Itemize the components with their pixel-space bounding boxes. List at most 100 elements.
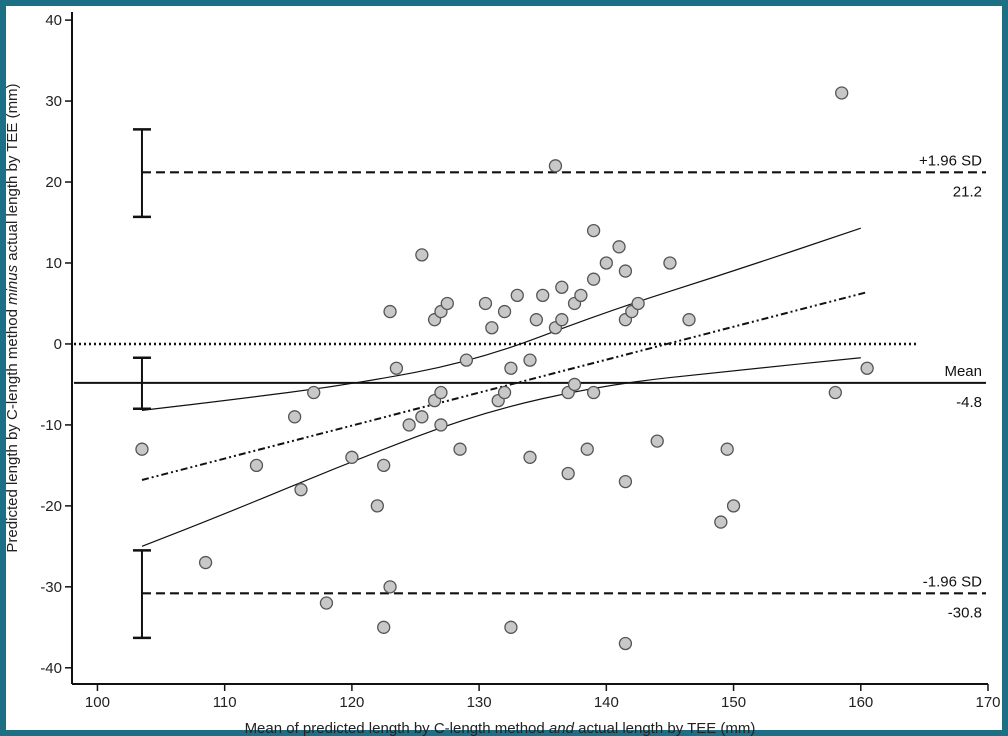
y-tick-label: -10	[40, 417, 62, 434]
x-tick-label: 120	[339, 694, 364, 711]
data-point	[580, 442, 594, 456]
data-point	[835, 86, 849, 100]
data-point	[453, 442, 467, 456]
data-point	[485, 321, 499, 335]
y-axis-title: Predicted length by C-length method minu…	[4, 83, 21, 552]
reference-labels: +1.96 SD 21.2 Mean -4.8 -1.96 SD -30.8	[919, 152, 982, 621]
x-tick-label: 170	[975, 694, 1000, 711]
data-point	[459, 353, 474, 367]
x-axis-title: Mean of predicted length by C-length met…	[245, 720, 756, 736]
y-tick-label: 40	[45, 12, 62, 29]
x-tick-label: 150	[721, 694, 746, 711]
data-point	[415, 410, 429, 424]
data-point	[523, 353, 537, 367]
y-axis-title-part: Predicted length by C-length method	[4, 305, 21, 553]
upper-limit-name: +1.96 SD	[919, 152, 982, 169]
lower-limit-value: -30.8	[948, 604, 982, 621]
data-point	[497, 385, 512, 400]
data-point	[860, 361, 874, 375]
data-point	[510, 288, 524, 303]
mean-name: Mean	[944, 363, 982, 380]
data-point	[370, 499, 384, 513]
x-axis-title-part: actual length by TEE (mm)	[574, 720, 755, 736]
y-tick-label: -20	[40, 498, 62, 515]
data-point	[434, 385, 448, 400]
reference-lines	[74, 171, 986, 595]
data-point	[586, 385, 601, 400]
data-point	[497, 304, 512, 319]
data-point	[389, 361, 404, 375]
upper-limit-value: 21.2	[953, 183, 982, 200]
confidence-interval-bars	[132, 128, 151, 640]
axes: 100 110 120 130 140 150 160 170 -40 -30 -20 -10 0 10 2…	[4, 12, 1001, 736]
data-point	[567, 377, 582, 392]
x-tick-label: 140	[594, 694, 619, 711]
data-point	[561, 466, 575, 481]
y-tick-label: -30	[40, 579, 62, 596]
y-tick-label: -40	[40, 660, 62, 677]
x-axis-title-part: Mean of predicted length by C-length met…	[245, 720, 549, 736]
data-point	[377, 458, 391, 473]
data-point	[345, 450, 359, 464]
data-point	[714, 515, 728, 529]
data-point	[478, 296, 493, 311]
data-point	[294, 483, 308, 497]
y-axis-title-part: actual length by TEE (mm)	[4, 83, 21, 264]
data-point	[548, 159, 563, 173]
x-tick-label: 110	[213, 694, 237, 711]
data-point	[434, 418, 448, 432]
data-point	[618, 264, 633, 278]
data-point	[618, 474, 633, 489]
data-point	[249, 458, 264, 473]
data-point	[650, 434, 664, 448]
data-point	[504, 361, 518, 375]
y-tick-label: 30	[45, 93, 62, 110]
regression-lines	[141, 227, 868, 547]
data-point	[682, 313, 696, 327]
data-point	[415, 248, 429, 262]
data-point	[529, 313, 544, 327]
data-point	[198, 555, 213, 570]
data-point	[135, 442, 149, 456]
regression-ci-lower	[141, 357, 861, 547]
x-tick-label: 160	[848, 694, 873, 711]
y-tick-label: 0	[54, 336, 62, 353]
data-point	[720, 442, 734, 456]
data-point	[287, 410, 302, 424]
y-tick-label: 20	[45, 174, 62, 191]
data-point	[377, 620, 391, 634]
regression-ci-upper	[141, 227, 861, 411]
data-points	[135, 86, 874, 651]
data-point	[612, 240, 626, 254]
data-point	[307, 385, 321, 400]
data-point	[828, 385, 842, 400]
x-tick-label: 130	[467, 694, 492, 711]
data-point	[631, 296, 645, 311]
data-point	[402, 418, 416, 432]
data-point	[618, 636, 633, 651]
y-tick-label: 10	[45, 255, 62, 272]
data-point	[599, 256, 613, 270]
data-point	[586, 223, 601, 238]
data-point	[504, 620, 518, 634]
x-axis-title-part: and	[549, 720, 575, 736]
data-point	[383, 304, 397, 319]
data-point	[574, 288, 588, 303]
mean-value: -4.8	[956, 394, 982, 411]
data-point	[555, 280, 569, 294]
data-point	[536, 288, 550, 303]
data-point	[383, 580, 397, 594]
y-axis-title-part: minus	[4, 264, 21, 305]
data-point	[555, 313, 569, 327]
data-point	[523, 450, 537, 464]
x-tick-label: 100	[85, 694, 110, 711]
data-point	[663, 256, 677, 270]
lower-limit-name: -1.96 SD	[923, 573, 982, 590]
data-point	[726, 499, 741, 513]
regression-line	[141, 291, 868, 481]
data-point	[440, 296, 454, 311]
data-point	[586, 272, 601, 286]
data-point	[319, 596, 334, 610]
